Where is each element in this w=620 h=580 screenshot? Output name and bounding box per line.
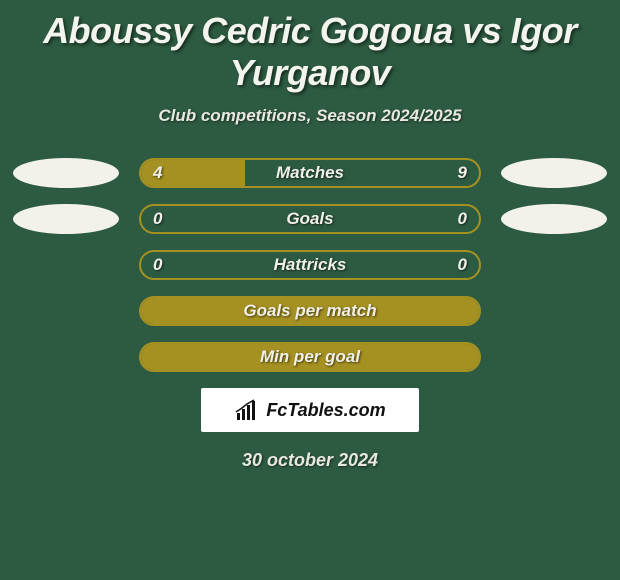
stat-row: Goals per match — [0, 296, 620, 326]
comparison-date: 30 october 2024 — [0, 450, 620, 471]
branding-badge: FcTables.com — [201, 388, 419, 432]
stat-row: 49Matches — [0, 158, 620, 188]
stat-label: Min per goal — [141, 347, 479, 367]
flag-placeholder — [13, 250, 119, 280]
stat-bar: 49Matches — [139, 158, 481, 188]
player-flag-right — [501, 158, 607, 188]
flag-placeholder — [501, 250, 607, 280]
chart-icon — [234, 399, 260, 421]
player-flag-left — [13, 158, 119, 188]
stat-rows: 49Matches 00Goals 00Hattricks Goals per mat… — [0, 158, 620, 372]
stat-label: Hattricks — [141, 255, 479, 275]
stat-row: Min per goal — [0, 342, 620, 372]
player-flag-right — [501, 204, 607, 234]
stat-bar: Min per goal — [139, 342, 481, 372]
stat-bar: 00Hattricks — [139, 250, 481, 280]
stat-label: Goals — [141, 209, 479, 229]
stat-label: Matches — [141, 163, 479, 183]
flag-placeholder — [13, 296, 119, 326]
player-flag-left — [13, 204, 119, 234]
branding-text: FcTables.com — [266, 400, 385, 421]
stat-row: 00Goals — [0, 204, 620, 234]
comparison-title: Aboussy Cedric Gogoua vs Igor Yurganov — [0, 0, 620, 94]
stat-row: 00Hattricks — [0, 250, 620, 280]
flag-placeholder — [13, 342, 119, 372]
flag-placeholder — [501, 296, 607, 326]
stat-bar: Goals per match — [139, 296, 481, 326]
stat-bar: 00Goals — [139, 204, 481, 234]
stat-label: Goals per match — [141, 301, 479, 321]
flag-placeholder — [501, 342, 607, 372]
comparison-subtitle: Club competitions, Season 2024/2025 — [0, 106, 620, 126]
